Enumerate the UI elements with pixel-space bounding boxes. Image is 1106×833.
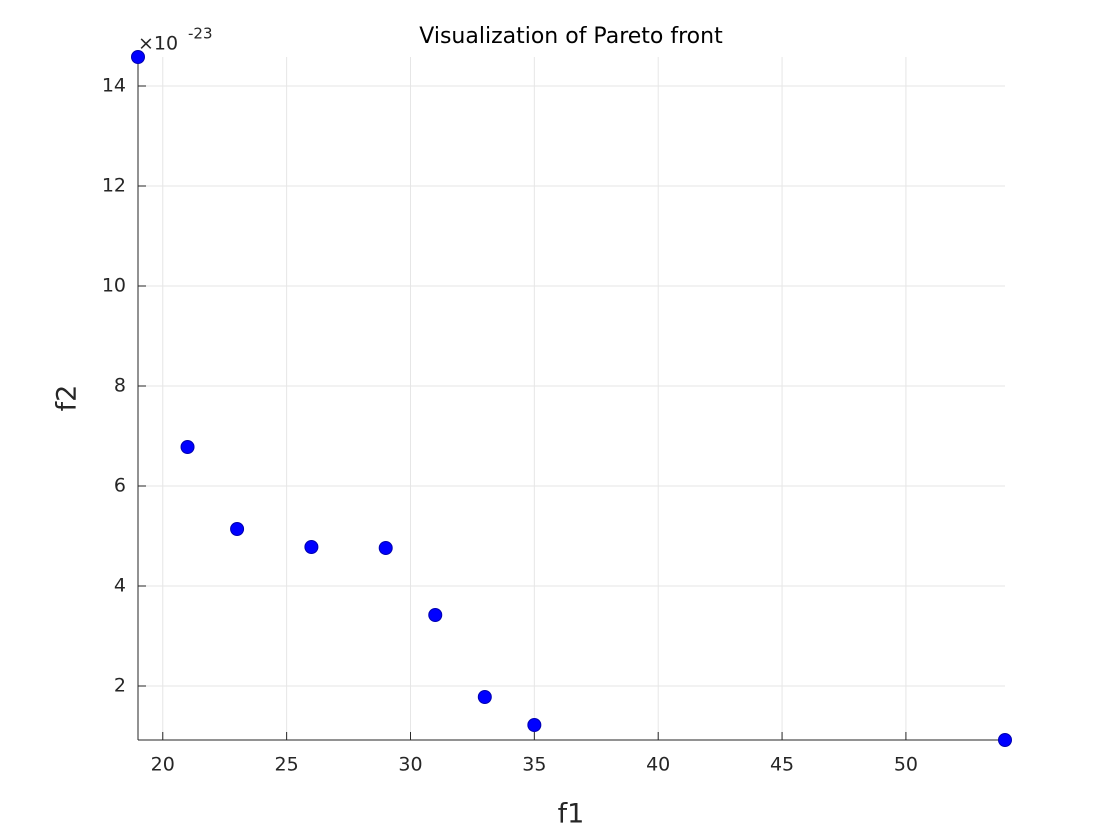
point <box>131 50 145 64</box>
y-axis-label: f2 <box>52 385 83 412</box>
y-tick-label: 14 <box>102 75 126 97</box>
x-axis-label: f1 <box>558 799 585 830</box>
point <box>230 522 245 536</box>
y-tick-label: 10 <box>102 275 126 297</box>
x-tick-label: 25 <box>275 754 299 776</box>
point <box>998 733 1012 747</box>
point <box>428 608 443 622</box>
point <box>378 541 393 555</box>
point <box>527 718 542 732</box>
x-tick-label: 50 <box>894 754 918 776</box>
y-tick-label: 8 <box>114 375 126 397</box>
point <box>477 690 492 704</box>
y-tick-label: 4 <box>114 575 126 597</box>
point <box>304 540 319 554</box>
y-tick-label: 6 <box>114 475 126 497</box>
x-tick-label: 30 <box>398 754 422 776</box>
y-tick-label: 12 <box>102 175 126 197</box>
x-tick-label: 35 <box>522 754 546 776</box>
x-tick-label: 45 <box>770 754 794 776</box>
chart-title: Visualization of Pareto front <box>419 24 723 49</box>
y-exponent: -23 <box>188 25 213 43</box>
x-tick-label: 40 <box>646 754 670 776</box>
point <box>180 440 195 454</box>
x-tick-label: 20 <box>151 754 175 776</box>
y-multiplier: ×10 <box>138 33 178 55</box>
y-tick-label: 2 <box>114 675 126 697</box>
